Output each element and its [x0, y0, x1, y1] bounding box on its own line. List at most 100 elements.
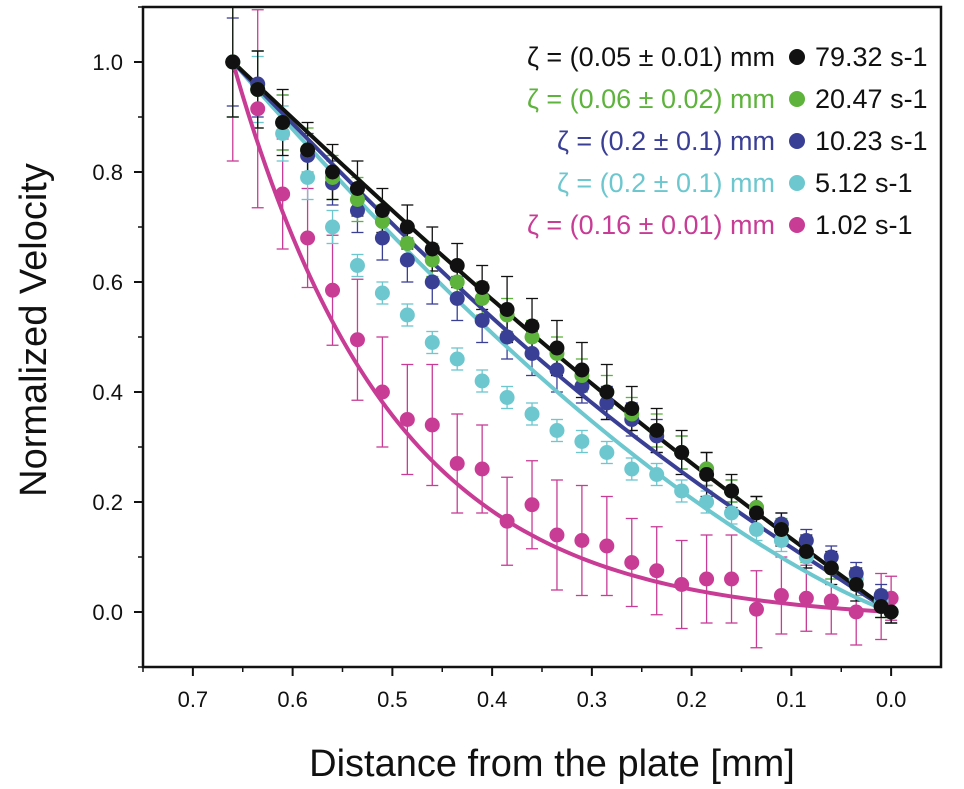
data-point	[374, 384, 390, 400]
data-point	[599, 384, 615, 400]
data-point	[574, 379, 590, 394]
fit-curve	[231, 60, 892, 614]
data-point	[823, 560, 839, 576]
x-axis: 0.7 0.6 0.5 0.4 0.3 0.2 0.1 0.0	[142, 667, 907, 712]
data-point	[449, 274, 465, 290]
data-point	[349, 192, 365, 207]
data-point	[424, 252, 440, 268]
data-point	[325, 282, 341, 298]
y-tick-label: 0.4	[92, 380, 123, 405]
data-point	[798, 533, 814, 548]
data-point	[424, 335, 440, 350]
data-point	[848, 566, 864, 581]
x-tick-label: 0.0	[876, 687, 907, 712]
data-point	[300, 170, 316, 185]
data-point	[674, 445, 690, 460]
data-point	[748, 505, 764, 521]
data-point	[499, 390, 515, 405]
data-point	[724, 571, 740, 587]
y-tick-label: 0.2	[92, 490, 123, 515]
data-point	[474, 461, 490, 477]
data-point	[574, 434, 590, 449]
data-point	[424, 274, 440, 290]
data-point	[883, 604, 899, 620]
data-point	[599, 538, 615, 554]
data-point	[649, 423, 665, 438]
data-point	[674, 483, 690, 499]
data-point	[524, 406, 540, 422]
data-point	[300, 142, 316, 158]
data-point	[374, 203, 390, 218]
data-point	[474, 373, 490, 389]
data-point	[649, 563, 665, 579]
data-point	[449, 351, 465, 367]
legend-series-name: 79.32 s-1	[815, 42, 928, 72]
data-point	[325, 164, 341, 180]
data-point	[349, 203, 365, 218]
data-point	[300, 230, 316, 246]
legend-zeta-label: ζ = (0.05 ± 0.01) mm	[527, 42, 775, 72]
legend-marker	[789, 91, 805, 107]
data-point	[649, 467, 665, 482]
data-point	[549, 362, 565, 378]
data-point	[773, 522, 789, 537]
x-tick-label: 0.2	[676, 687, 707, 712]
data-point	[748, 601, 764, 617]
legend-marker	[789, 49, 805, 65]
y-tick-label: 0.0	[92, 600, 123, 625]
data-point	[524, 318, 540, 334]
data-point	[524, 329, 540, 345]
data-point	[724, 483, 740, 499]
data-point	[724, 505, 740, 521]
data-point	[574, 533, 590, 548]
data-point	[848, 604, 864, 620]
data-point	[325, 219, 341, 235]
data-point	[399, 307, 415, 323]
data-point	[599, 445, 615, 460]
data-point	[399, 236, 415, 251]
legend-marker	[789, 217, 805, 233]
data-point	[699, 494, 715, 510]
data-point	[848, 577, 864, 592]
data-point	[873, 588, 889, 603]
data-point	[474, 313, 490, 328]
legend-zeta-label: ζ = (0.06 ± 0.02) mm	[527, 84, 775, 114]
y-axis-title: Normalized Velocity	[13, 163, 55, 497]
data-point	[424, 241, 440, 257]
x-tick-label: 0.7	[178, 687, 209, 712]
data-point	[349, 258, 365, 273]
legend-series-name: 1.02 s-1	[815, 210, 913, 240]
data-point	[499, 302, 515, 317]
data-point	[499, 329, 515, 345]
data-point	[474, 291, 490, 306]
data-point	[275, 186, 291, 202]
legend-marker	[789, 133, 805, 149]
data-point	[275, 126, 291, 141]
data-point	[549, 423, 565, 438]
data-point	[399, 219, 415, 235]
data-point	[349, 181, 365, 196]
legend-marker	[789, 175, 805, 191]
x-tick-label: 0.6	[277, 687, 308, 712]
y-axis: 0.0 0.2 0.4 0.6 0.8 1.0	[92, 6, 143, 668]
data-point	[424, 417, 440, 433]
data-point	[449, 456, 465, 471]
data-point	[549, 340, 565, 356]
data-point	[798, 544, 814, 559]
y-tick-label: 0.8	[92, 160, 123, 185]
data-point	[374, 214, 390, 229]
data-point	[549, 527, 565, 543]
data-point	[624, 461, 640, 477]
legend-series-name: 5.12 s-1	[815, 168, 913, 198]
data-point	[624, 555, 640, 570]
data-point	[275, 115, 291, 130]
legend-zeta-label: ζ = (0.2 ± 0.1) mm	[557, 126, 775, 156]
data-point	[699, 571, 715, 587]
data-point	[449, 291, 465, 306]
legend-zeta-label: ζ = (0.16 ± 0.01) mm	[527, 210, 775, 240]
y-tick-label: 0.6	[92, 270, 123, 295]
data-point	[250, 82, 266, 97]
data-point	[674, 577, 690, 592]
data-point	[748, 522, 764, 537]
